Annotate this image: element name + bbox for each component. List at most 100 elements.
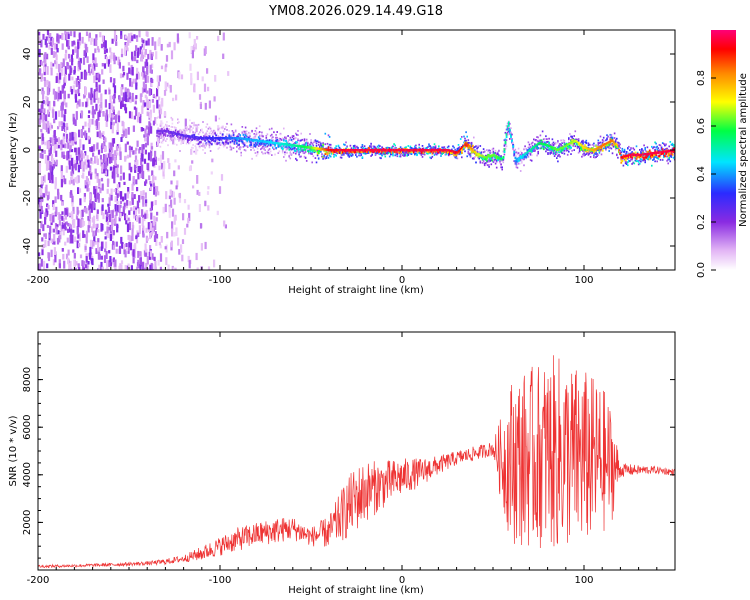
- heatmap-cell: [545, 147, 547, 150]
- heatmap-cell: [44, 122, 47, 130]
- heatmap-cell: [97, 247, 101, 256]
- heatmap-cell: [185, 126, 188, 128]
- heatmap-cell: [65, 155, 68, 159]
- heatmap-cell: [233, 135, 236, 138]
- heatmap-cell: [60, 194, 63, 201]
- heatmap-cell: [312, 149, 315, 152]
- heatmap-cell: [52, 239, 55, 245]
- heatmap-cell: [239, 134, 242, 137]
- heatmap-cell: [275, 134, 277, 136]
- heatmap-cell: [565, 149, 568, 152]
- heatmap-cell: [513, 150, 516, 154]
- heatmap-cell: [108, 142, 111, 149]
- heatmap-cell: [144, 181, 147, 186]
- heatmap-cell: [204, 200, 207, 207]
- heatmap-cell: [601, 139, 604, 141]
- heatmap-cell: [359, 149, 362, 152]
- heatmap-cell: [192, 134, 195, 137]
- heatmap-cell: [88, 127, 91, 133]
- heatmap-cell: [54, 196, 57, 203]
- heatmap-cell: [249, 132, 251, 135]
- heatmap-cell: [540, 145, 543, 147]
- heatmap-cell: [311, 149, 314, 152]
- heatmap-cell: [539, 134, 542, 137]
- heatmap-cell: [198, 139, 201, 142]
- heatmap-cell: [482, 155, 485, 158]
- heatmap-cell: [254, 139, 257, 142]
- heatmap-cell: [430, 149, 433, 152]
- heatmap-cell: [238, 137, 240, 140]
- heatmap-cell: [601, 149, 604, 152]
- heatmap-cell: [388, 149, 391, 152]
- heatmap-cell: [405, 149, 408, 152]
- heatmap-cell: [327, 146, 330, 149]
- heatmap-cell: [103, 255, 107, 263]
- heatmap-cell: [40, 184, 43, 189]
- heatmap-cell: [90, 204, 93, 213]
- heatmap-cell: [577, 140, 580, 142]
- heatmap-cell: [248, 136, 250, 139]
- heatmap-cell: [43, 78, 47, 87]
- heatmap-cell: [161, 140, 164, 143]
- heatmap-cell: [74, 46, 77, 53]
- heatmap-cell: [70, 190, 73, 195]
- heatmap-cell: [585, 142, 588, 145]
- heatmap-cell: [69, 132, 72, 142]
- heatmap-cell: [516, 166, 519, 169]
- heatmap-cell: [572, 139, 575, 142]
- heatmap-cell: [202, 131, 204, 134]
- heatmap-cell: [384, 152, 387, 155]
- heatmap-cell: [69, 260, 72, 269]
- heatmap-cell: [183, 269, 186, 270]
- heatmap-cell: [196, 136, 199, 139]
- heatmap-cell: [149, 207, 152, 212]
- heatmap-cell: [198, 144, 201, 147]
- heatmap-cell: [360, 146, 363, 149]
- heatmap-cell: [145, 248, 148, 256]
- heatmap-cell: [395, 147, 397, 149]
- heatmap-cell: [127, 33, 131, 41]
- heatmap-cell: [197, 123, 200, 126]
- heatmap-cell: [580, 143, 582, 146]
- heatmap-cell: [536, 145, 539, 148]
- heatmap-cell: [44, 155, 47, 164]
- heatmap-cell: [137, 112, 141, 117]
- heatmap-cell: [501, 158, 504, 161]
- heatmap-cell: [50, 153, 54, 162]
- heatmap-cell: [55, 61, 58, 69]
- heatmap-cell: [295, 157, 297, 160]
- heatmap-cell: [403, 153, 405, 156]
- heatmap-cell: [86, 184, 89, 192]
- heatmap-cell: [206, 133, 209, 136]
- heatmap-cell: [96, 214, 99, 219]
- heatmap-cell: [116, 223, 119, 233]
- heatmap-cell: [592, 148, 594, 152]
- heatmap-cell: [605, 147, 607, 149]
- heatmap-cell: [285, 159, 287, 162]
- heatmap-cell: [131, 92, 134, 102]
- heatmap-cell: [110, 194, 113, 201]
- heatmap-cell: [533, 138, 535, 141]
- heatmap-cell: [464, 141, 466, 144]
- heatmap-cell: [593, 145, 595, 147]
- heatmap-cell: [491, 148, 494, 151]
- heatmap-cell: [486, 155, 488, 158]
- heatmap-cell: [549, 145, 552, 148]
- heatmap-cell: [196, 143, 199, 146]
- heatmap-cell: [481, 161, 484, 164]
- heatmap-cell: [388, 147, 391, 149]
- heatmap-cell: [207, 186, 210, 190]
- heatmap-cell: [595, 151, 597, 154]
- heatmap-cell: [95, 155, 98, 163]
- heatmap-cell: [185, 137, 188, 140]
- heatmap-cell: [467, 152, 470, 155]
- heatmap-cell: [166, 125, 168, 127]
- heatmap-cell: [568, 137, 570, 139]
- heatmap-cell: [470, 149, 473, 152]
- heatmap-cell: [533, 150, 535, 152]
- heatmap-cell: [375, 152, 378, 155]
- heatmap-cell: [144, 74, 147, 84]
- heatmap-cell: [335, 154, 337, 157]
- heatmap-cell: [407, 151, 410, 154]
- heatmap-cell: [60, 179, 63, 188]
